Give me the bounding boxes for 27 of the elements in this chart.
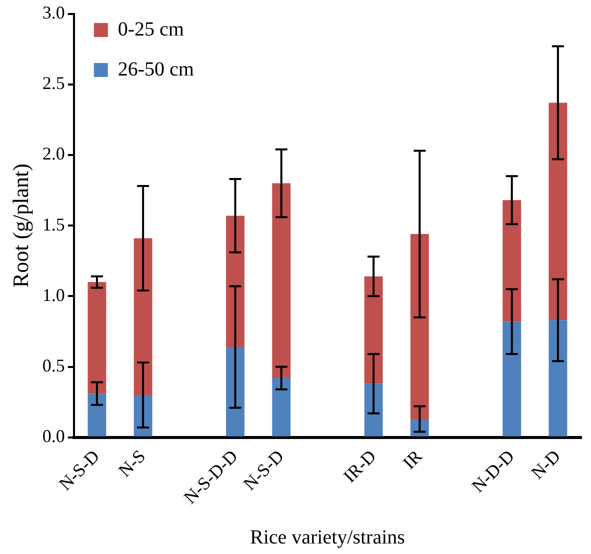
y-tick-label: 3.0 (42, 2, 65, 23)
bar (88, 394, 106, 436)
x-tick-label: IR (398, 446, 426, 473)
bar (410, 234, 429, 420)
bar (364, 384, 383, 436)
x-axis-title: Rice variety/strains (250, 526, 406, 548)
x-tick-label: N-S (114, 446, 150, 481)
bar (88, 282, 106, 394)
bar (272, 378, 291, 436)
bar (502, 200, 522, 322)
bar (364, 276, 383, 384)
y-tick-label: 0.0 (42, 426, 65, 446)
y-tick-label: 2.5 (42, 73, 65, 94)
bar (548, 320, 568, 436)
bar (548, 102, 568, 320)
y-tick-label: 1.0 (42, 284, 65, 305)
bar (272, 183, 291, 378)
y-tick-label: 0.5 (42, 356, 65, 376)
bar (134, 238, 152, 395)
y-axis-title: Root (g/plant) (8, 164, 33, 288)
x-tick-label: N-D (527, 446, 564, 483)
y-tick-label: 1.5 (42, 214, 65, 234)
y-tick-label: 2.0 (42, 144, 65, 164)
bar (502, 322, 522, 436)
legend-label: 0-25 cm (118, 18, 184, 40)
bar (226, 347, 244, 436)
legend-label: 26-50 cm (118, 58, 194, 80)
